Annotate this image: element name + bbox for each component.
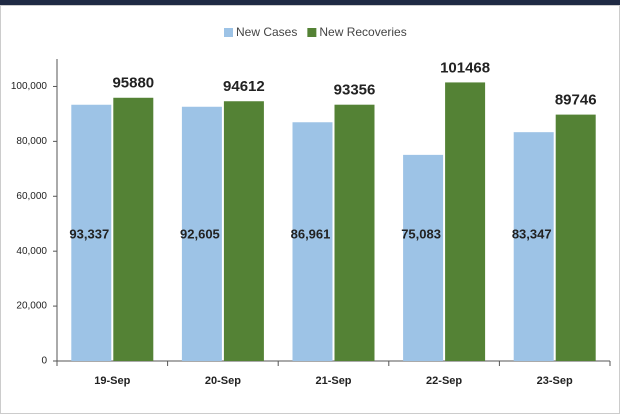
legend-label: New Cases <box>236 25 297 39</box>
value-label: 94612 <box>223 78 265 95</box>
bar <box>223 101 264 361</box>
bar <box>403 154 444 361</box>
bar <box>334 104 375 361</box>
x-tick-label: 23-Sep <box>537 375 573 387</box>
x-tick-label: 19-Sep <box>94 375 130 387</box>
y-tick-label: 0 <box>41 356 47 367</box>
legend-label: New Recoveries <box>319 25 406 39</box>
y-tick-label: 20,000 <box>16 301 47 312</box>
value-label: 83,347 <box>512 226 552 241</box>
legend-swatch <box>224 28 233 37</box>
value-label: 101468 <box>440 59 490 76</box>
top-bar <box>0 0 620 5</box>
bar <box>113 97 154 362</box>
bar <box>292 122 333 361</box>
bar <box>513 132 554 361</box>
legend-swatch <box>307 28 317 37</box>
value-label: 95880 <box>112 75 154 92</box>
x-tick-label: 22-Sep <box>426 375 462 387</box>
bar <box>181 106 222 362</box>
value-label: 86,961 <box>291 226 331 241</box>
value-label: 93,337 <box>69 226 109 241</box>
y-tick-label: 80,000 <box>16 136 47 147</box>
bar <box>71 104 112 362</box>
value-label: 89746 <box>555 92 597 109</box>
bar <box>555 114 596 361</box>
value-label: 92,605 <box>180 226 220 241</box>
y-tick-label: 40,000 <box>16 246 47 257</box>
bar <box>445 82 486 361</box>
value-label: 93356 <box>334 82 376 99</box>
y-tick-label: 100,000 <box>11 81 48 92</box>
x-tick-label: 21-Sep <box>315 375 351 387</box>
x-tick-label: 20-Sep <box>205 375 241 387</box>
y-tick-label: 60,000 <box>16 191 47 202</box>
value-label: 75,083 <box>401 226 441 241</box>
